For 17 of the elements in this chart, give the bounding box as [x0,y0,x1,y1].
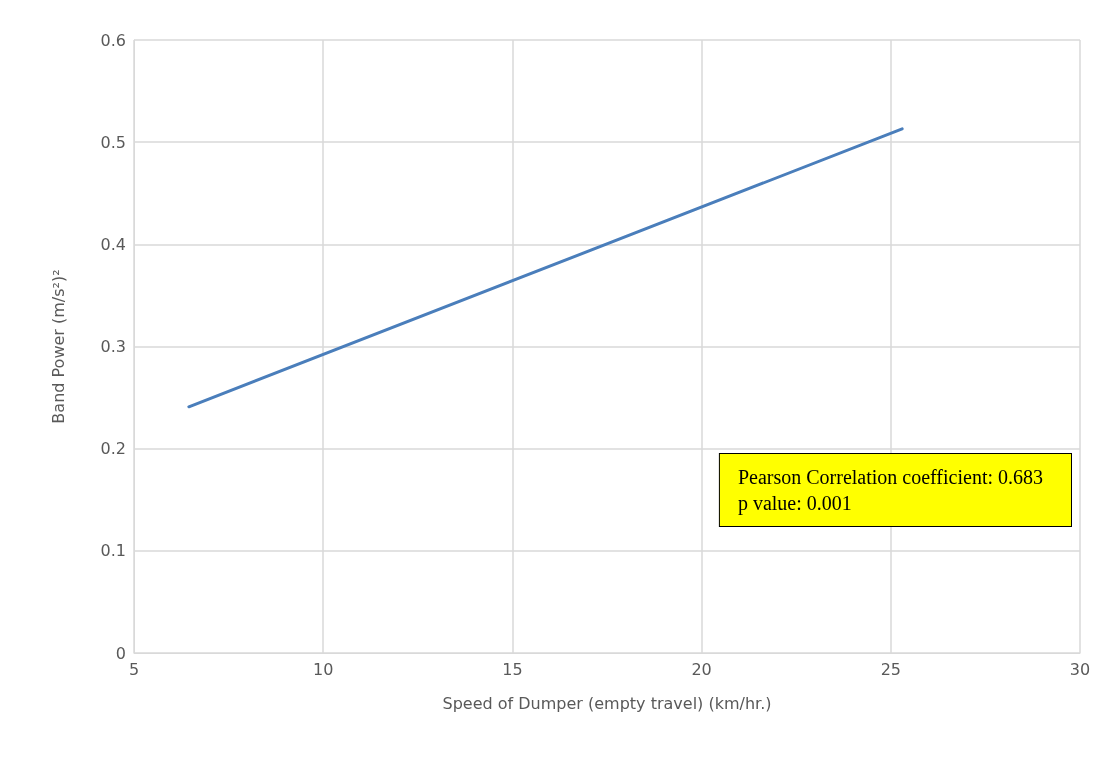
y-tick-label: 0.1 [100,541,126,561]
x-tick-label: 10 [313,659,334,679]
annotation: p value: 0.001 [737,492,852,515]
x-axis-title: Speed of Dumper (empty travel) (km/hr.) [442,693,772,713]
x-tick-label: 25 [880,659,901,679]
y-tick-label: 0.6 [100,30,126,50]
y-tick-label: 0.2 [100,439,126,459]
x-tick-label: 15 [502,659,523,679]
x-tick-label: 5 [128,659,140,679]
y-tick-label: 0 [115,643,126,663]
x-tick-label: 20 [691,659,712,679]
y-axis-title: Band Power (m/s²)² [48,269,68,424]
x-tick-label: 30 [1069,659,1091,679]
annotation: Pearson Correlation coefficient: 0.683 [737,466,1044,488]
y-tick-label: 0.4 [100,234,126,254]
y-tick-label: 0.3 [100,337,126,356]
y-tick-label: 0.5 [100,132,126,152]
